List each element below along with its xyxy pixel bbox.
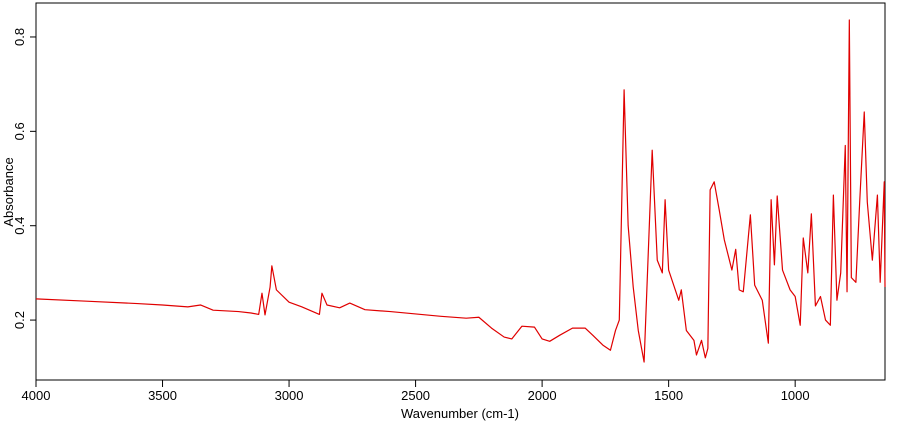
y-axis-label: Absorbance [1, 157, 16, 226]
x-axis-label: Wavenumber (cm-1) [401, 406, 519, 421]
x-tick-label: 1000 [781, 388, 810, 403]
x-tick-label: 4000 [22, 388, 51, 403]
x-tick-label: 2500 [401, 388, 430, 403]
y-tick-label: 0.4 [12, 217, 27, 235]
x-tick-label: 2000 [528, 388, 557, 403]
y-tick-label: 0.2 [12, 311, 27, 329]
y-tick-label: 0.8 [12, 28, 27, 46]
x-tick-label: 3000 [275, 388, 304, 403]
y-tick-label: 0.6 [12, 122, 27, 140]
x-tick-label: 3500 [148, 388, 177, 403]
plot-frame [35, 2, 886, 381]
x-tick-label: 1500 [654, 388, 683, 403]
spectrum-line [35, 19, 886, 363]
